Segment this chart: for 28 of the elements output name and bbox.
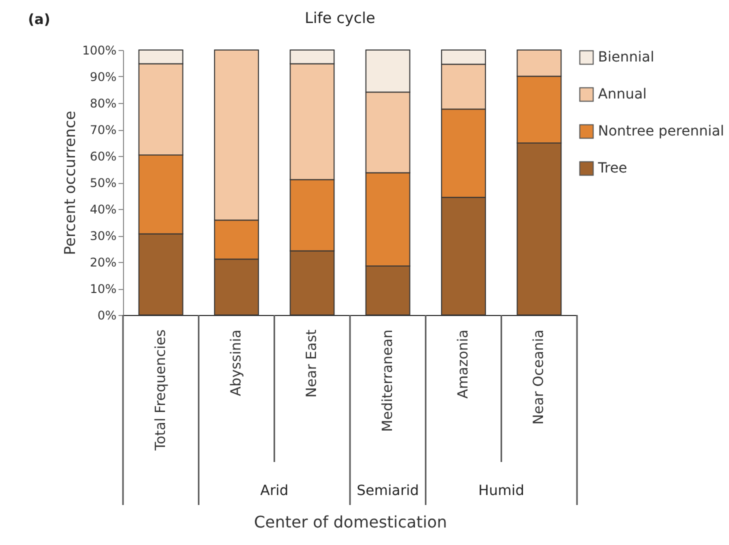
y-tick-label: 10% bbox=[90, 282, 116, 296]
legend-label: Tree bbox=[597, 160, 628, 176]
y-tick-label: 80% bbox=[90, 96, 116, 110]
y-tick-label: 30% bbox=[90, 229, 116, 243]
text: Semiarid bbox=[356, 483, 419, 499]
y-tick-label: 70% bbox=[90, 123, 116, 137]
y-axis-title: Percent occurrence bbox=[61, 110, 80, 256]
x-tick-label: Near East bbox=[304, 329, 320, 398]
legend-label: Nontree perennial bbox=[598, 124, 724, 140]
x-tick-label: Abyssinia bbox=[228, 330, 244, 396]
x-axis-title: Center of domestication bbox=[254, 512, 448, 532]
x-tick-label: Total Frequencies bbox=[152, 330, 169, 452]
y-tick-label: 90% bbox=[90, 70, 116, 84]
y-tick-label: 20% bbox=[90, 256, 116, 270]
y-tick-label: 50% bbox=[90, 176, 116, 190]
legend-label: Biennial bbox=[598, 50, 654, 66]
y-tick-label: 60% bbox=[90, 150, 116, 164]
legend-label: Annual bbox=[598, 86, 647, 102]
x-tick-label: Amazonia bbox=[456, 330, 472, 399]
text: Arid bbox=[260, 483, 288, 499]
text: (a) bbox=[28, 12, 50, 28]
chart-title: Life cycle bbox=[304, 9, 376, 27]
x-tick-label: Mediterranean bbox=[380, 330, 396, 432]
text: Humid bbox=[478, 483, 524, 499]
y-tick-label: 40% bbox=[90, 202, 116, 216]
y-tick-label: 100% bbox=[82, 44, 116, 58]
x-tick-label: Near Oceania bbox=[531, 330, 548, 425]
y-tick-label: 0% bbox=[97, 308, 116, 322]
